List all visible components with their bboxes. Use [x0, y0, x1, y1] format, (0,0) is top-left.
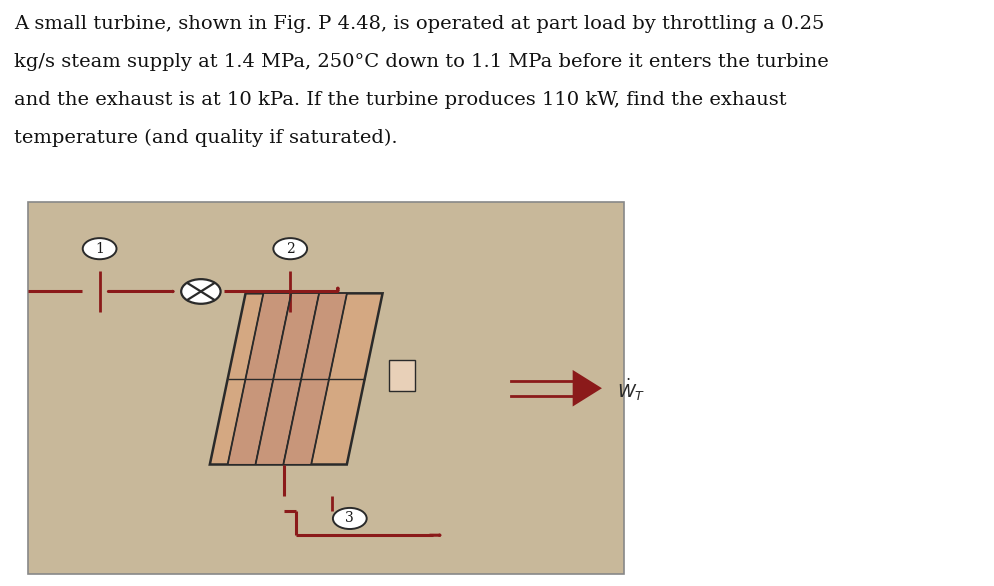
Text: temperature (and quality if saturated).: temperature (and quality if saturated).	[14, 129, 398, 147]
Circle shape	[273, 238, 307, 259]
Text: A small turbine, shown in Fig. P 4.48, is operated at part load by throttling a : A small turbine, shown in Fig. P 4.48, i…	[14, 15, 824, 33]
Polygon shape	[574, 372, 600, 404]
Polygon shape	[389, 360, 415, 391]
Polygon shape	[255, 294, 319, 465]
Polygon shape	[283, 294, 347, 465]
Polygon shape	[210, 294, 383, 465]
Text: $\dot{W}_T$: $\dot{W}_T$	[616, 377, 645, 403]
Circle shape	[181, 279, 221, 304]
Text: 2: 2	[286, 241, 294, 255]
Circle shape	[83, 238, 116, 259]
Polygon shape	[228, 294, 291, 465]
Text: and the exhaust is at 10 kPa. If the turbine produces 110 kW, find the exhaust: and the exhaust is at 10 kPa. If the tur…	[14, 91, 786, 109]
Text: 1: 1	[95, 241, 104, 255]
Circle shape	[333, 508, 367, 529]
Text: 3: 3	[346, 512, 354, 526]
Text: kg/s steam supply at 1.4 MPa, 250°C down to 1.1 MPa before it enters the turbine: kg/s steam supply at 1.4 MPa, 250°C down…	[14, 53, 829, 71]
Bar	[28, 202, 624, 574]
